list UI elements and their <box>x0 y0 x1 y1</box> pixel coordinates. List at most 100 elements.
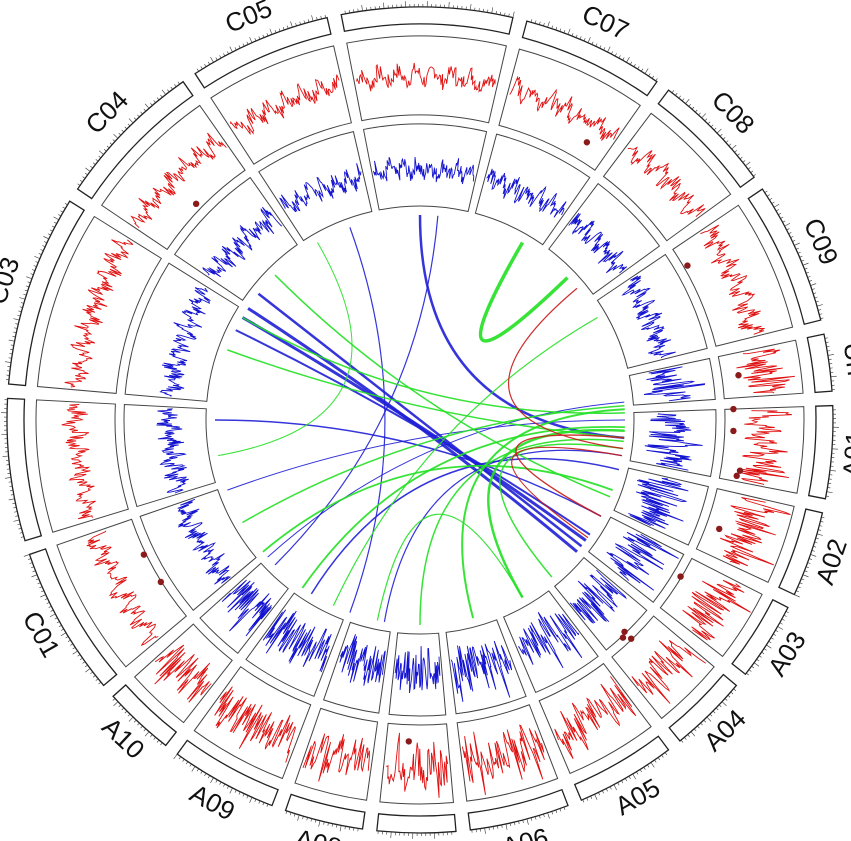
ideogram-c08 <box>657 89 756 189</box>
tick <box>27 281 31 284</box>
inner-track-box-a09 <box>245 592 344 697</box>
tick <box>661 754 664 758</box>
inner-track-line-a09 <box>262 609 332 673</box>
outer-track-box-c09 <box>672 204 794 347</box>
tick <box>95 678 99 681</box>
tick <box>499 11 502 15</box>
tick <box>64 203 68 206</box>
marker-dot <box>157 578 165 586</box>
tick <box>643 766 646 770</box>
tick <box>534 20 537 24</box>
tick <box>688 103 691 107</box>
tick <box>632 773 637 780</box>
outer-track-red <box>61 62 795 798</box>
ideogram-a04 <box>668 673 738 742</box>
synteny-link <box>218 242 353 457</box>
tick <box>778 212 782 216</box>
tick <box>5 361 12 363</box>
outer-track-line-c05 <box>230 74 340 136</box>
tick <box>160 94 163 98</box>
synteny-link <box>310 457 620 595</box>
tick <box>654 759 657 763</box>
tick <box>555 809 558 813</box>
tick <box>794 242 800 246</box>
tick <box>249 37 253 43</box>
ideogram-a09 <box>176 739 279 807</box>
inner-track-line-a04 <box>569 569 627 624</box>
tick <box>579 36 582 40</box>
tick <box>121 707 125 711</box>
tick <box>223 53 226 57</box>
tick <box>348 826 350 830</box>
tick <box>144 103 150 109</box>
tick <box>348 10 350 14</box>
synteny-links <box>214 214 626 626</box>
tick <box>10 494 14 496</box>
tick <box>731 144 737 150</box>
outer-track-box-c04 <box>100 104 246 251</box>
tick <box>185 761 189 765</box>
synteny-link <box>257 292 583 548</box>
synteny-link <box>419 438 624 626</box>
tick <box>811 288 815 290</box>
tick <box>820 521 824 523</box>
tick <box>763 648 767 651</box>
tick <box>72 647 76 650</box>
inner-track-box-c09 <box>596 253 708 369</box>
tick <box>758 655 762 658</box>
tick <box>530 817 533 821</box>
tick <box>14 511 18 513</box>
tick <box>242 43 245 47</box>
outer-track-line-c09 <box>700 224 765 335</box>
tick <box>331 823 334 827</box>
outer-track-box-c01 <box>56 518 188 668</box>
tick <box>77 654 81 657</box>
inner-track-line-a10 <box>221 579 272 637</box>
tick <box>344 10 346 14</box>
tick <box>724 698 728 701</box>
tick <box>508 13 510 17</box>
tick <box>756 658 760 662</box>
inner-track-line-a02 <box>628 477 689 529</box>
tick <box>784 223 791 227</box>
tick <box>19 306 23 308</box>
inner-track-line-a06 <box>450 640 513 702</box>
tick <box>150 734 153 737</box>
inner-track-line-un <box>643 366 706 402</box>
tick <box>82 176 86 179</box>
tick <box>24 289 28 292</box>
tick <box>242 793 245 797</box>
tick <box>112 139 116 142</box>
tick <box>77 183 81 186</box>
tick <box>53 221 57 224</box>
tick <box>118 704 122 708</box>
ideogram-un <box>806 333 833 394</box>
tick <box>12 336 16 338</box>
tick <box>344 826 346 830</box>
tick <box>137 722 140 726</box>
tick <box>207 61 211 65</box>
tick <box>725 140 729 143</box>
tick <box>161 89 166 95</box>
tick <box>39 586 43 589</box>
tick <box>12 502 16 504</box>
outer-track-box-a05 <box>538 662 652 775</box>
tick <box>709 713 713 717</box>
tick <box>495 11 497 15</box>
tick <box>826 346 830 348</box>
tick <box>23 554 30 557</box>
tick <box>816 533 823 536</box>
tick <box>339 825 342 832</box>
tick <box>607 46 611 53</box>
outer-track-box-a03 <box>659 557 763 658</box>
tick <box>46 602 50 604</box>
tick <box>258 36 261 40</box>
chromosome-label-c05: C05 <box>221 0 277 39</box>
tick <box>26 285 30 288</box>
tick <box>238 791 241 795</box>
inner-track-line-c04 <box>202 206 283 278</box>
tick <box>302 816 304 820</box>
inner-track-box-un <box>628 357 716 406</box>
outer-track-line-un <box>736 348 795 394</box>
